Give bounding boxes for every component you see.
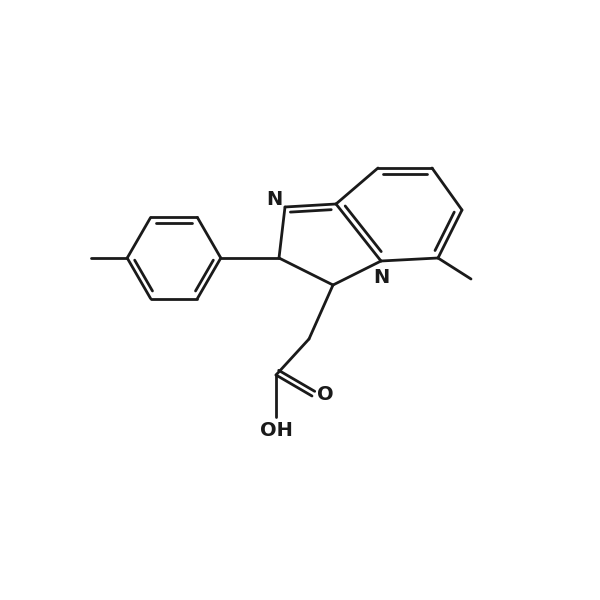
Text: N: N [373, 268, 389, 287]
Text: N: N [266, 190, 283, 209]
Text: O: O [317, 385, 334, 404]
Text: OH: OH [260, 421, 292, 440]
